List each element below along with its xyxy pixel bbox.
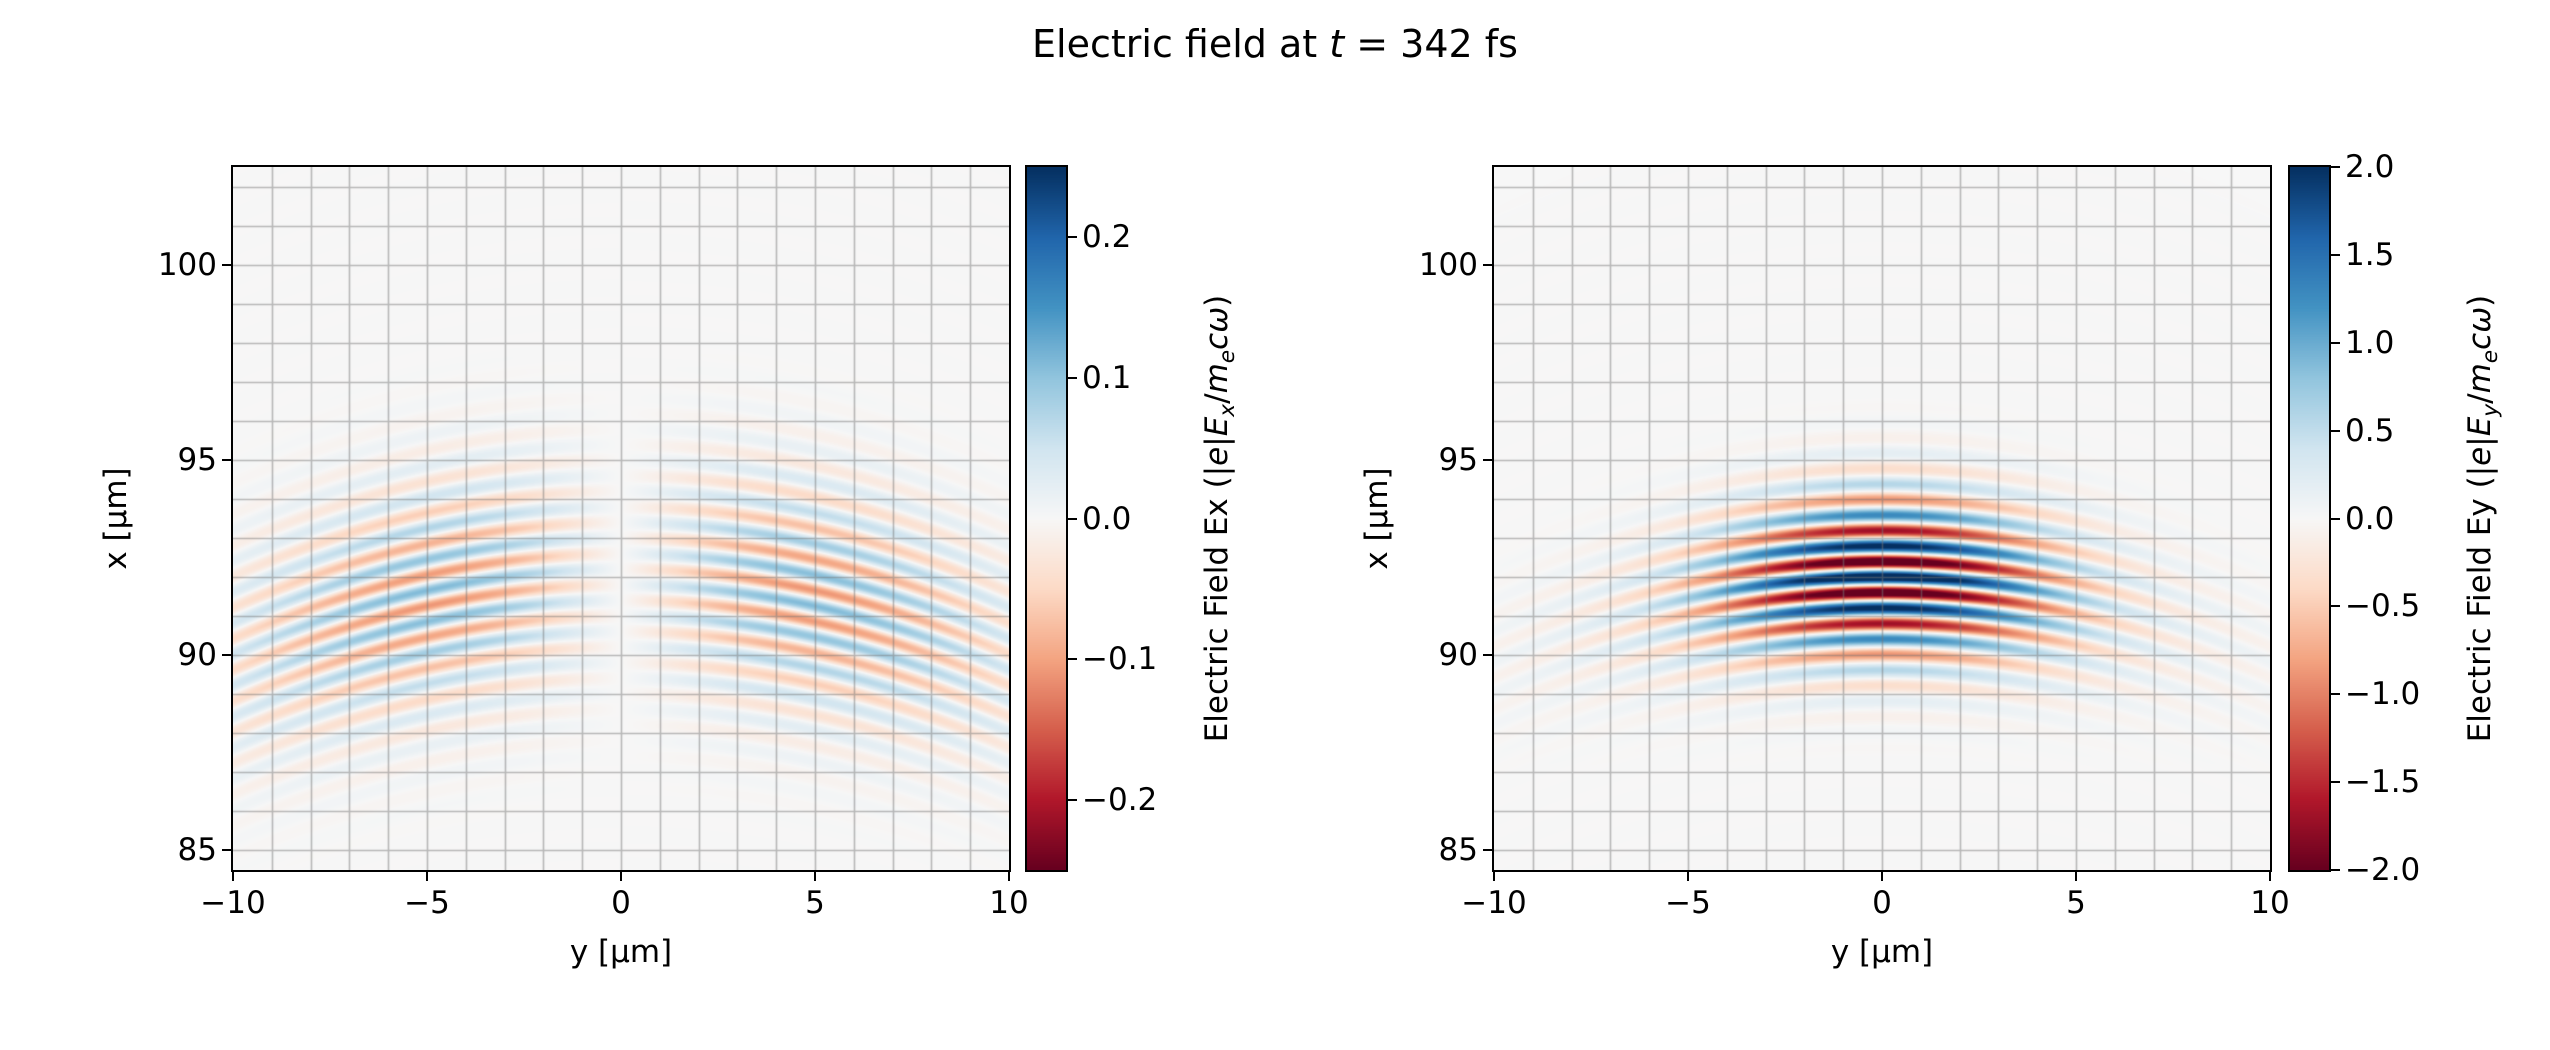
x-tick-mark xyxy=(620,872,622,881)
ex-heatmap-panel xyxy=(231,165,1011,872)
y-tick-mark xyxy=(1483,263,1492,266)
ey-colorbar xyxy=(2288,165,2331,872)
colorbar-tick-mark xyxy=(2331,869,2340,871)
y-tick-mark xyxy=(222,263,231,266)
ex-xaxis-label: y [μm] xyxy=(569,934,673,970)
x-tick-mark xyxy=(1881,872,1883,881)
colorbar-tick-mark xyxy=(1068,798,1077,801)
colorbar-tick-label: 0.0 xyxy=(2345,500,2395,537)
x-tick-mark xyxy=(1493,872,1495,881)
colorbar-tick-label: 1.5 xyxy=(2345,236,2395,273)
x-tick-label: −5 xyxy=(1665,885,1711,921)
colorbar-tick-label: −1.5 xyxy=(2345,764,2421,801)
y-tick-label: 100 xyxy=(1418,246,1478,283)
x-tick-mark xyxy=(1008,872,1010,881)
y-tick-mark xyxy=(222,458,231,461)
y-tick-label: 90 xyxy=(177,637,217,674)
ey-heatmap-panel xyxy=(1492,165,2272,872)
colorbar-tick-mark xyxy=(1068,236,1077,239)
colorbar-tick-mark xyxy=(2331,781,2340,784)
y-tick-label: 95 xyxy=(1438,441,1478,478)
ey-xaxis-label: y [μm] xyxy=(1830,934,1934,970)
y-tick-label: 85 xyxy=(177,832,217,869)
x-tick-mark xyxy=(814,872,816,881)
y-tick-mark xyxy=(222,849,231,852)
colorbar-tick-label: 0.0 xyxy=(1082,500,1132,537)
y-tick-mark xyxy=(1483,654,1492,657)
colorbar-tick-mark xyxy=(2331,166,2340,168)
colorbar-tick-mark xyxy=(1068,658,1077,661)
x-tick-mark xyxy=(2075,872,2077,881)
ex-colorbar-label: Electric Field Ex (|e|Ex/mecω) xyxy=(1199,294,1241,743)
colorbar-tick-mark xyxy=(2331,605,2340,608)
y-tick-label: 100 xyxy=(157,246,217,283)
ey-colorbar-label: Electric Field Ey (|e|Ey/mecω) xyxy=(2462,294,2504,743)
y-tick-label: 90 xyxy=(1438,637,1478,674)
colorbar-tick-mark xyxy=(1068,517,1077,520)
y-tick-mark xyxy=(1483,458,1492,461)
x-tick-label: −10 xyxy=(200,885,266,921)
ey-colorbar-canvas xyxy=(2290,167,2329,870)
colorbar-tick-mark xyxy=(1068,376,1077,379)
x-tick-mark xyxy=(2269,872,2271,881)
y-tick-mark xyxy=(1483,849,1492,852)
colorbar-tick-mark xyxy=(2331,341,2340,344)
colorbar-tick-label: −0.2 xyxy=(1082,781,1158,818)
y-tick-label: 85 xyxy=(1438,832,1478,869)
y-tick-mark xyxy=(222,654,231,657)
x-tick-label: −5 xyxy=(404,885,450,921)
colorbar-tick-label: 0.5 xyxy=(2345,412,2395,449)
x-tick-label: 0 xyxy=(1872,885,1892,921)
ex-colorbar xyxy=(1025,165,1068,872)
colorbar-tick-label: 0.1 xyxy=(1082,359,1132,396)
x-tick-label: 10 xyxy=(2250,885,2290,921)
colorbar-tick-label: 0.2 xyxy=(1082,219,1132,256)
colorbar-tick-mark xyxy=(2331,693,2340,696)
x-tick-label: −10 xyxy=(1461,885,1527,921)
colorbar-tick-mark xyxy=(2331,253,2340,256)
x-tick-mark xyxy=(426,872,428,881)
ey-heatmap-canvas xyxy=(1494,167,2270,870)
x-tick-label: 5 xyxy=(805,885,825,921)
ex-colorbar-canvas xyxy=(1027,167,1066,870)
colorbar-tick-label: −1.0 xyxy=(2345,676,2421,713)
x-tick-label: 0 xyxy=(611,885,631,921)
x-tick-mark xyxy=(232,872,234,881)
colorbar-tick-label: 1.0 xyxy=(2345,324,2395,361)
colorbar-tick-mark xyxy=(2331,517,2340,520)
colorbar-tick-label: −2.0 xyxy=(2345,852,2421,888)
ex-heatmap-canvas xyxy=(233,167,1009,870)
colorbar-tick-label: −0.1 xyxy=(1082,641,1158,678)
colorbar-tick-mark xyxy=(2331,429,2340,432)
x-tick-mark xyxy=(1687,872,1689,881)
colorbar-tick-label: −0.5 xyxy=(2345,588,2421,625)
x-tick-label: 5 xyxy=(2066,885,2086,921)
colorbar-tick-label: 2.0 xyxy=(2345,149,2395,185)
x-tick-label: 10 xyxy=(989,885,1029,921)
y-tick-label: 95 xyxy=(177,441,217,478)
figure-title: Electric field at t = 342 fs xyxy=(1032,22,1518,66)
